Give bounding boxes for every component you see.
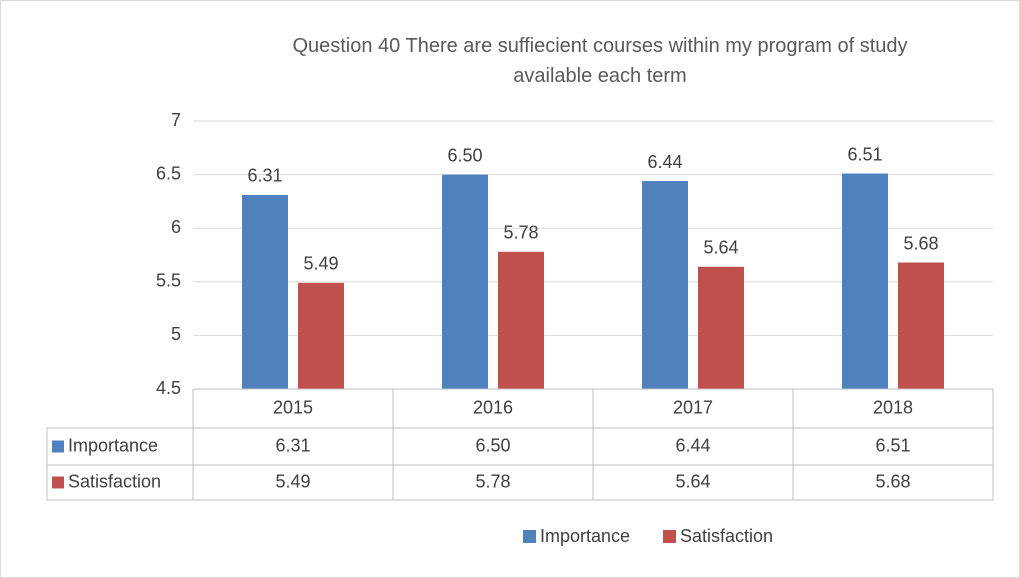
table-cell: 6.51 <box>875 435 910 455</box>
bar <box>242 194 288 389</box>
bar <box>898 262 944 389</box>
table-cell: 5.68 <box>875 471 910 491</box>
data-label: 5.78 <box>503 223 538 243</box>
table-legend-key <box>52 440 64 453</box>
y-tick-label: 6.5 <box>156 163 181 183</box>
data-label: 6.50 <box>447 145 482 165</box>
table-row-header: Importance <box>68 435 158 455</box>
x-tick-label: 2016 <box>473 397 513 417</box>
y-tick-label: 5 <box>171 324 181 344</box>
chart-title: Question 40 There are suffiecient course… <box>292 35 908 87</box>
legend-key <box>663 530 676 543</box>
table-cell: 6.50 <box>475 435 510 455</box>
data-label: 6.44 <box>647 152 682 172</box>
bar <box>442 174 488 389</box>
table-cell: 6.44 <box>675 435 710 455</box>
legend-label: Importance <box>540 526 630 546</box>
y-tick-label: 4.5 <box>156 378 181 398</box>
x-tick-label: 2018 <box>873 397 913 417</box>
bar <box>642 181 688 389</box>
y-tick-label: 5.5 <box>156 271 181 291</box>
data-label: 5.68 <box>903 233 938 253</box>
data-label: 5.64 <box>703 238 738 258</box>
bar <box>498 251 544 389</box>
table-cell: 5.49 <box>275 471 310 491</box>
bar <box>842 173 888 389</box>
data-label: 5.49 <box>303 254 338 274</box>
data-label: 6.51 <box>847 144 882 164</box>
table-row-header: Satisfaction <box>68 471 161 491</box>
table-cell: 5.64 <box>675 471 710 491</box>
x-tick-label: 2017 <box>673 397 713 417</box>
table-cell: 6.31 <box>275 435 310 455</box>
legend-label: Satisfaction <box>680 526 773 546</box>
x-tick-label: 2015 <box>273 397 313 417</box>
y-tick-label: 7 <box>171 110 181 130</box>
bar <box>298 282 344 389</box>
table-legend-key <box>52 476 64 489</box>
legend-key <box>523 530 536 543</box>
table-cell: 5.78 <box>475 471 510 491</box>
data-label: 6.31 <box>247 166 282 186</box>
y-tick-label: 6 <box>171 217 181 237</box>
bar <box>698 266 744 389</box>
